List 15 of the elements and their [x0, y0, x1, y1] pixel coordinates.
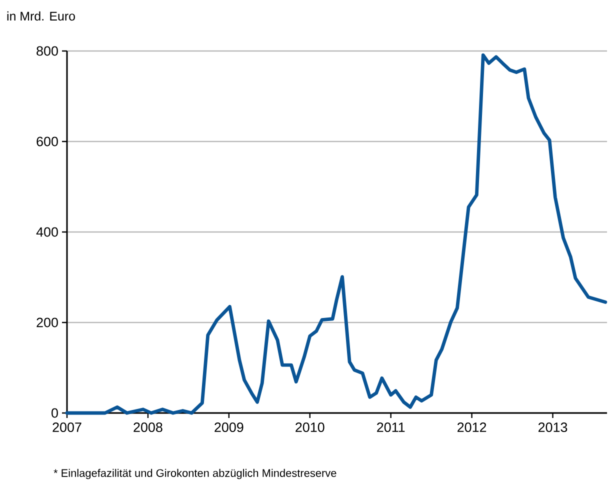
y-tick-label: 0: [52, 408, 58, 418]
x-tick-label: 2010: [296, 422, 324, 432]
y-tick-label: 600: [36, 136, 58, 146]
x-tick-label: 2008: [134, 422, 162, 432]
x-tick-label: 2007: [52, 422, 82, 432]
text: * Einlagefazilität und Girokonten abzüglich Mindestreserve: [54, 468, 336, 480]
x-tick-label: 2011: [377, 422, 405, 432]
y-tick-label: 800: [36, 46, 58, 56]
x-tick-label: 2012: [458, 422, 486, 432]
y-axis-title: in Mrd. Euro: [7, 11, 75, 21]
y-tick-label: 400: [36, 227, 58, 237]
line-series: [65, 53, 608, 415]
x-tick-label: 2013: [538, 422, 568, 432]
y-tick-label: 200: [36, 318, 58, 328]
x-tick-label: 2009: [214, 422, 244, 432]
